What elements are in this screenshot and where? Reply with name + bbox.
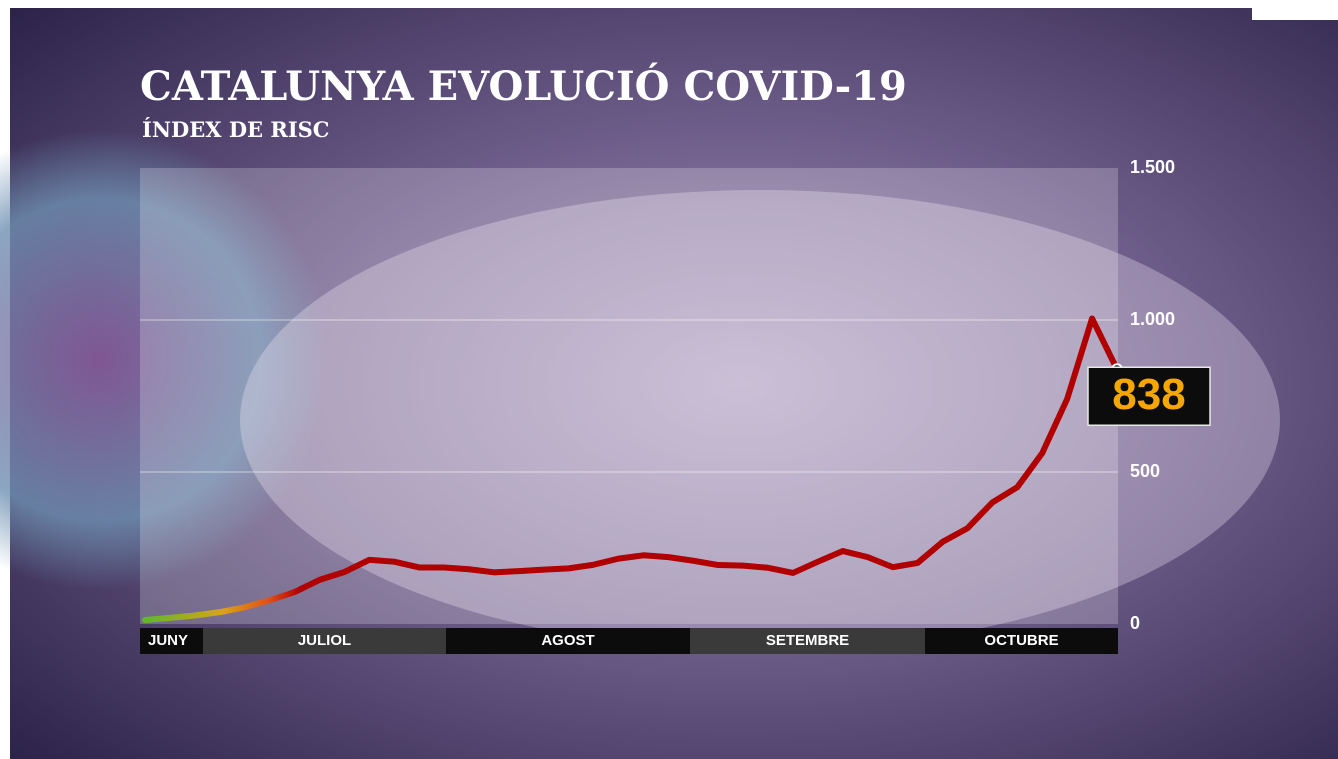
corner <box>1252 0 1338 20</box>
y-tick-label: 1.500 <box>1130 157 1175 177</box>
chart-subtitle: ÍNDEX DE RISC <box>142 117 330 142</box>
chart: CATALUNYA EVOLUCIÓ COVID-19 ÍNDEX DE RIS… <box>0 0 1338 759</box>
page: {"chart_data": {"type": "line", "title":… <box>0 0 1338 759</box>
month-label: JUNY <box>148 632 188 649</box>
chart-title: CATALUNYA EVOLUCIÓ COVID-19 <box>140 63 907 110</box>
value-label: 838 <box>1112 370 1185 419</box>
y-tick-label: 500 <box>1130 461 1160 481</box>
y-tick-label: 0 <box>1130 613 1140 633</box>
month-label: AGOST <box>541 632 594 649</box>
y-tick-label: 1.000 <box>1130 309 1175 329</box>
month-label: OCTUBRE <box>984 632 1058 649</box>
month-label: SETEMBRE <box>766 632 849 649</box>
month-label: JULIOL <box>298 632 351 649</box>
